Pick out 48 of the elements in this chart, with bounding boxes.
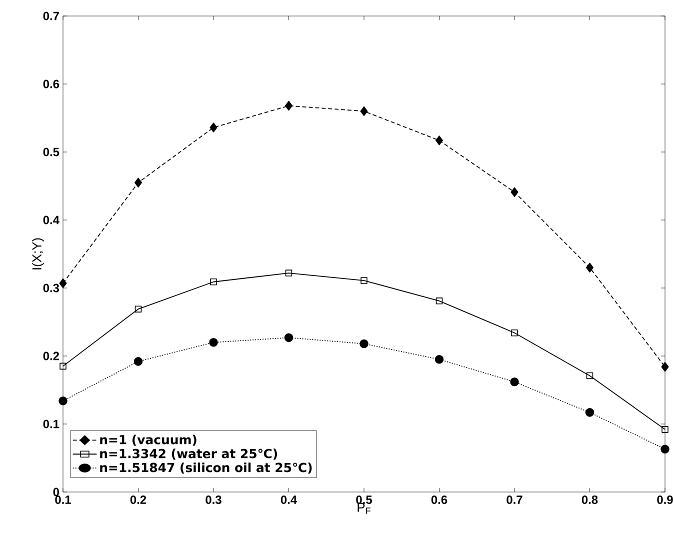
point xyxy=(661,362,669,372)
y-tick-label: 0.2 xyxy=(43,352,60,360)
legend-label: n=1 (vacuum) xyxy=(100,434,196,446)
point xyxy=(510,377,519,386)
point xyxy=(210,278,217,286)
point xyxy=(284,100,293,111)
point xyxy=(660,444,670,454)
x-tick-label: 0.4 xyxy=(280,496,297,504)
point xyxy=(586,372,594,380)
point xyxy=(284,333,294,342)
y-tick-label: 0.1 xyxy=(43,420,60,428)
point xyxy=(285,270,292,276)
point xyxy=(434,355,444,364)
point xyxy=(209,338,218,347)
point xyxy=(360,339,368,348)
point xyxy=(435,136,444,146)
y-tick-label: 0.6 xyxy=(43,80,60,88)
point xyxy=(585,408,594,417)
point xyxy=(134,357,143,366)
point xyxy=(59,278,67,288)
x-tick-label: 0.7 xyxy=(506,496,522,504)
x-tick-label: 0.5 xyxy=(356,496,372,504)
point xyxy=(60,362,66,370)
point xyxy=(511,329,518,336)
point xyxy=(134,306,142,312)
legend-label: n=1.51847 (silicon oil at 25℃) xyxy=(100,462,312,474)
x-tick-label: 0.8 xyxy=(582,496,598,504)
point xyxy=(586,262,594,272)
x-tick-label: 0.3 xyxy=(206,496,222,504)
point xyxy=(662,426,668,433)
x-tick-label: 0.1 xyxy=(55,496,71,504)
y-axis-title: I(X;Y) xyxy=(32,238,44,270)
point xyxy=(210,122,218,132)
y-tick-label: 0.3 xyxy=(43,284,60,292)
x-tick-label: 0.6 xyxy=(431,496,448,504)
point xyxy=(510,187,518,197)
point xyxy=(58,396,68,406)
y-tick-label: 0.5 xyxy=(43,148,60,156)
point xyxy=(360,106,368,116)
y-tick-label: 0 xyxy=(53,488,59,496)
y-tick-label: 0.7 xyxy=(43,12,59,20)
x-tick-label: 0.9 xyxy=(657,496,673,504)
y-tick-label: 0.4 xyxy=(43,216,60,224)
legend-label: n=1.3342 (water at 25℃) xyxy=(100,448,278,460)
point xyxy=(360,277,368,284)
point xyxy=(134,178,142,188)
point xyxy=(436,298,443,304)
x-tick-label: 0.2 xyxy=(130,496,146,504)
